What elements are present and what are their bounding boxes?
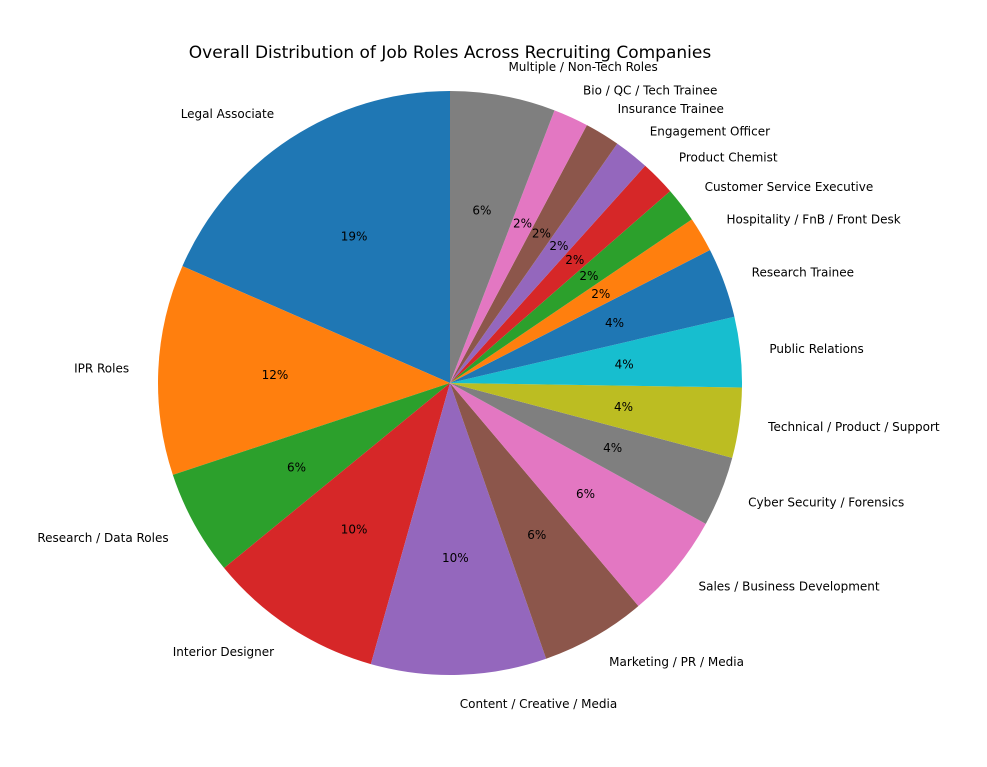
category-label-hospitality-fnb-front-desk: Hospitality / FnB / Front Desk (727, 213, 901, 227)
pie-slice-insurance-trainee (450, 125, 618, 383)
pie-slice-engagement-officer (450, 143, 646, 383)
category-labels: Legal Associate IPR Roles Research / Data … (37, 60, 940, 711)
pct-label-cyber-security-forensics: 4% (603, 441, 622, 455)
category-label-insurance-trainee: Insurance Trainee (618, 102, 724, 116)
category-label-product-chemist: Product Chemist (679, 151, 778, 165)
pct-label-engagement-officer: 2% (549, 239, 568, 253)
pct-label-bio-qc-tech-trainee: 2% (513, 217, 532, 231)
category-label-ipr-roles: IPR Roles (74, 361, 129, 375)
pie-slice-interior-designer (224, 383, 450, 665)
category-label-customer-service-executive: Customer Service Executive (705, 180, 874, 194)
pie-slice-research-trainee (450, 250, 735, 383)
pie-slice-multiple-non-tech-roles (450, 91, 555, 383)
chart-title: Overall Distribution of Job Roles Across… (189, 43, 712, 63)
category-label-multiple-non-tech-roles: Multiple / Non-Tech Roles (508, 60, 657, 74)
pie-slice-technical-product-support (450, 383, 742, 458)
pct-label-hospitality-fnb-front-desk: 2% (591, 287, 610, 301)
pie-slice-ipr-roles (158, 266, 450, 475)
pct-label-content-creative-media: 10% (442, 551, 469, 565)
pct-label-multiple-non-tech-roles: 6% (472, 204, 491, 218)
pie-slices (158, 91, 742, 676)
pct-label-insurance-trainee: 2% (532, 227, 551, 241)
pct-label-customer-service-executive: 2% (579, 269, 598, 283)
category-label-research-data-roles: Research / Data Roles (37, 531, 168, 545)
pct-label-legal-associate: 19% (341, 229, 368, 243)
pie-slice-bio-qc-tech-trainee (450, 110, 587, 383)
pie-slice-hospitality-fnb-front-desk (450, 219, 710, 383)
pct-label-marketing-pr-media: 6% (527, 528, 546, 542)
pie-slice-customer-service-executive (450, 191, 692, 383)
pie-slice-cyber-security-forensics (450, 383, 733, 524)
category-label-engagement-officer: Engagement Officer (650, 124, 770, 138)
category-label-technical-product-support: Technical / Product / Support (767, 420, 940, 434)
percent-labels: 19%12%6%10%10%6%6%4%4%4%4%2%2%2%2%2%2%6% (262, 204, 634, 565)
pct-label-technical-product-support: 4% (614, 400, 633, 414)
pct-label-ipr-roles: 12% (262, 368, 289, 382)
category-label-content-creative-media: Content / Creative / Media (460, 697, 617, 711)
category-label-marketing-pr-media: Marketing / PR / Media (609, 655, 744, 669)
category-label-research-trainee: Research Trainee (752, 266, 854, 280)
pie-slice-research-data-roles (172, 383, 450, 569)
pct-label-research-data-roles: 6% (287, 460, 306, 474)
category-label-cyber-security-forensics: Cyber Security / Forensics (748, 496, 904, 510)
category-label-public-relations: Public Relations (769, 342, 863, 356)
pie-slice-marketing-pr-media (450, 383, 639, 659)
pct-label-public-relations: 4% (615, 357, 634, 371)
pie-slice-sales-business-development (450, 383, 706, 607)
category-label-legal-associate: Legal Associate (181, 107, 274, 121)
pie-slice-legal-associate (182, 91, 450, 383)
pct-label-research-trainee: 4% (605, 316, 624, 330)
pie-slice-public-relations (450, 316, 742, 388)
pie-slice-product-chemist (450, 165, 671, 383)
category-label-bio-qc-tech-trainee: Bio / QC / Tech Trainee (583, 84, 717, 98)
pie-slice-content-creative-media (370, 383, 547, 676)
category-label-interior-designer: Interior Designer (173, 645, 274, 659)
category-label-sales-business-development: Sales / Business Development (698, 580, 879, 594)
pct-label-sales-business-development: 6% (576, 487, 595, 501)
pct-label-product-chemist: 2% (565, 253, 584, 267)
pct-label-interior-designer: 10% (341, 523, 368, 537)
